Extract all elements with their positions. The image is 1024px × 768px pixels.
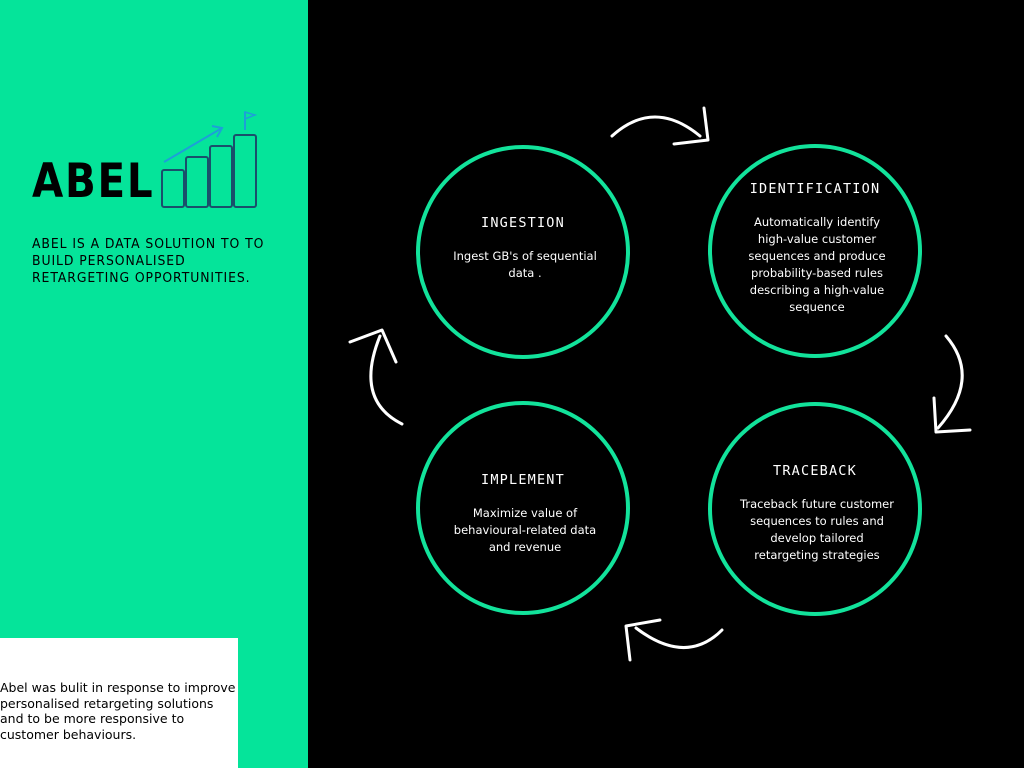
right-panel — [308, 0, 1024, 768]
cycle-arrow-left-icon — [348, 328, 404, 426]
brand-tagline: ABEL IS A DATA SOLUTION TO TO BUILD PERS… — [32, 236, 265, 286]
stage-title-identification: IDENTIFICATION — [749, 181, 881, 197]
note-box: Abel was bulit in response to improve pe… — [0, 638, 238, 768]
stage-title-implement: IMPLEMENT — [481, 472, 565, 488]
stage-traceback: TRACEBACK Traceback future customer sequ… — [708, 402, 922, 616]
stage-desc-identification: Automatically identify high-value custom… — [748, 215, 886, 314]
stage-ingestion: INGESTION Ingest GB's of sequential data… — [416, 145, 630, 359]
growth-bar-chart-icon — [161, 110, 258, 208]
cycle-arrow-top-icon — [610, 106, 710, 146]
stage-title-traceback: TRACEBACK — [773, 463, 857, 479]
brand-title: ABEL — [32, 154, 155, 209]
stage-identification: IDENTIFICATION Automatically identify hi… — [708, 144, 922, 358]
note-text: Abel was bulit in response to improve pe… — [0, 680, 236, 742]
stage-desc-traceback: Traceback future customer sequences to r… — [740, 497, 894, 562]
cycle-arrow-bottom-icon — [624, 618, 724, 662]
stage-implement: IMPLEMENT Maximize value of behavioural-… — [416, 401, 630, 615]
stage-desc-implement: Maximize value of behavioural-related da… — [453, 506, 597, 554]
cycle-arrow-right-icon — [932, 334, 972, 434]
stage-title-ingestion: INGESTION — [481, 215, 565, 231]
stage-desc-ingestion: Ingest GB's of sequential data . — [453, 249, 597, 280]
